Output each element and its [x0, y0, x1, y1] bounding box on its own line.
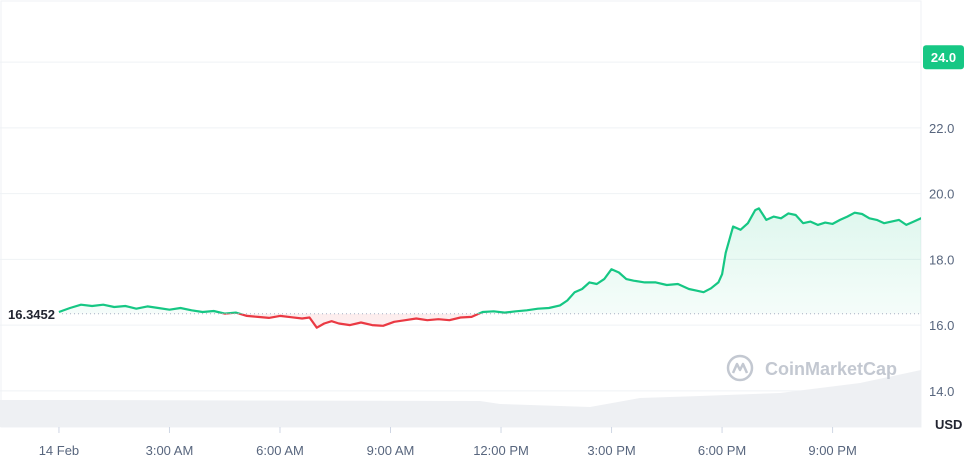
x-tick-label: 3:00 PM [587, 443, 635, 457]
volume-bars [0, 370, 921, 427]
y-tick-label: 22.0 [929, 121, 954, 136]
x-tick-label: 12:00 PM [473, 443, 529, 457]
x-tick-label: 6:00 AM [256, 443, 304, 457]
svg-text:CoinMarketCap: CoinMarketCap [765, 359, 897, 379]
x-tick-label: 3:00 AM [146, 443, 194, 457]
x-tick-label: 14 Feb [39, 443, 79, 457]
x-tick-label: 6:00 PM [698, 443, 746, 457]
x-axis: 14 Feb 3:00 AM 6:00 AM 9:00 AM 12:00 PM 3:00 … [39, 427, 857, 457]
current-price-badge: 24.0 [923, 45, 964, 70]
y-tick-label: 14.0 [929, 384, 954, 399]
currency-unit-label: USD [935, 417, 962, 432]
y-tick-label: 20.0 [929, 187, 954, 202]
price-line [58, 207, 921, 329]
y-tick-label: 18.0 [929, 252, 954, 267]
x-tick-label: 9:00 AM [367, 443, 415, 457]
coinmarketcap-watermark: CoinMarketCap [726, 354, 897, 382]
reference-price-label: 16.3452 [8, 307, 55, 322]
price-line-down [220, 313, 482, 329]
x-tick-label: 9:00 PM [808, 443, 856, 457]
current-price-label: 24.0 [931, 50, 956, 65]
price-area [58, 208, 921, 328]
y-axis: 14.016.018.020.022.024.0 [929, 55, 954, 399]
y-tick-label: 16.0 [929, 318, 954, 333]
volume-area [0, 370, 921, 427]
price-line-up [58, 207, 921, 314]
price-area-up [58, 208, 921, 314]
